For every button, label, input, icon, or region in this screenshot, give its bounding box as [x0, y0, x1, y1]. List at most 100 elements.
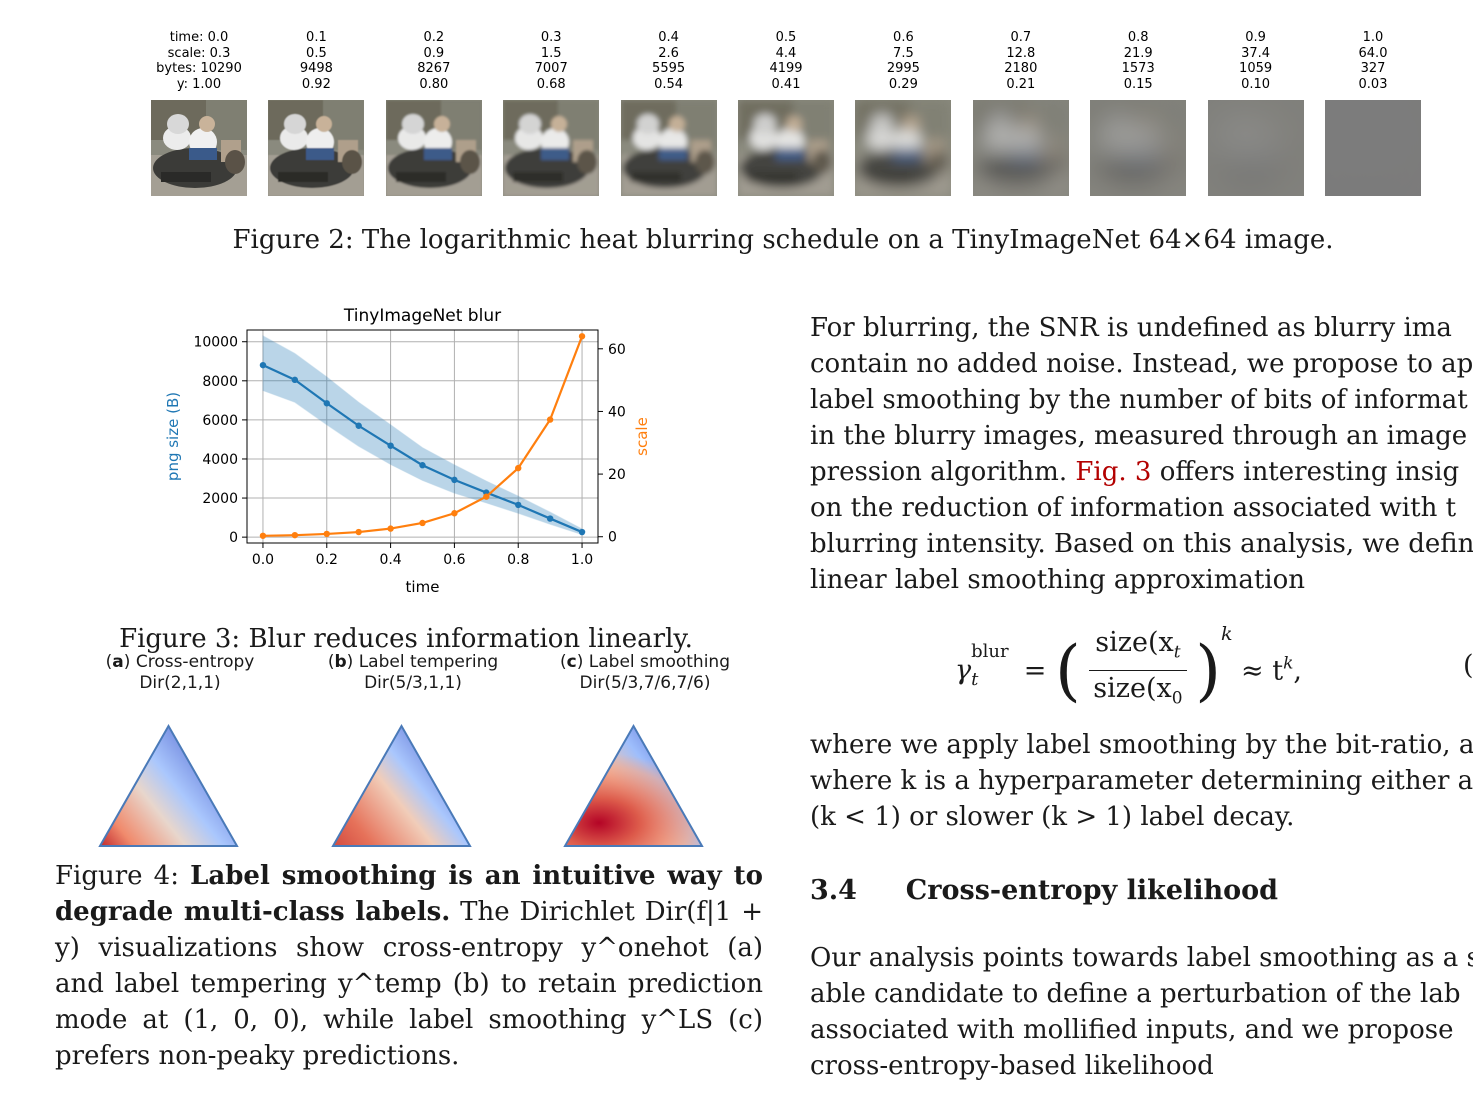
series-1-point — [387, 525, 394, 532]
section-heading: 3.4 Cross-entropy likelihood — [810, 875, 1278, 906]
blurred-image — [855, 100, 952, 196]
dirichlet-panel-a: (a) Cross-entropy Dir(2,1,1) — [65, 652, 295, 848]
frame-time-label: 0.5 — [775, 30, 797, 45]
frame-y-label: 0.92 — [301, 76, 331, 92]
frame-scale-label: 64.0 — [1358, 45, 1388, 61]
blurred-image — [268, 100, 365, 196]
frame-y-label: 0.03 — [1358, 76, 1388, 92]
text-line: linear label smoothing approximation — [810, 565, 1306, 595]
body-paragraph-cross-entropy: Our analysis points towards label smooth… — [810, 940, 1473, 1084]
equation-number: ( — [1463, 650, 1473, 681]
x-tick-label: 0.8 — [507, 552, 529, 568]
frame-scale-label: 0.9 — [423, 45, 445, 61]
y-tick-label: 0 — [229, 530, 238, 546]
frame-scale-label: 12.8 — [1006, 45, 1036, 61]
text-line: label smoothing by the number of bits of… — [810, 385, 1468, 415]
panel-dirichlet-params: Dir(2,1,1) — [139, 673, 221, 693]
figure-4-caption-bold: Label smoothing is an intuitive way to d… — [55, 861, 763, 927]
frame-y-label: 0.80 — [419, 76, 449, 92]
figure-4-caption: Figure 4: Label smoothing is an intuitiv… — [55, 858, 763, 1074]
y-tick-label: 8000 — [202, 374, 238, 390]
y2-tick-label: 0 — [608, 530, 617, 546]
frame-scale-label: 7.5 — [893, 45, 914, 61]
series-1-point — [515, 464, 522, 472]
frame-time-label: 0.4 — [658, 30, 679, 45]
frame-bytes-label: 9498 — [299, 61, 333, 76]
text-line: on the reduction of information associat… — [810, 493, 1457, 523]
dirichlet-density-triangle — [98, 723, 239, 847]
frame-time-label: time: 0.0 — [169, 30, 229, 45]
y2-tick-label: 60 — [608, 342, 626, 358]
frame-scale-label: 1.5 — [540, 45, 562, 61]
frame-bytes-label: bytes: 10290 — [156, 61, 242, 76]
blurred-image — [385, 100, 482, 196]
text-line: (k < 1) or slower (k > 1) label decay. — [810, 802, 1295, 832]
blur-frame-8: 0.8 21.9 1573 0.15 — [1079, 30, 1197, 196]
x-tick-label: 1.0 — [571, 552, 593, 568]
x-axis-label: time — [406, 578, 440, 596]
panel-title: (c) Label smoothing — [560, 652, 730, 672]
series-0-point — [515, 501, 522, 509]
x-tick-label: 0.6 — [443, 552, 465, 568]
blurred-image — [503, 100, 600, 196]
frame-y-label: 0.15 — [1123, 76, 1153, 92]
series-0-point — [578, 528, 586, 536]
text-line: able candidate to define a perturbation … — [810, 979, 1461, 1009]
text-line: For blurring, the SNR is undefined as bl… — [810, 313, 1452, 343]
series-0-point — [387, 442, 394, 449]
panel-title: (b) Label tempering — [327, 652, 499, 672]
series-1-point — [323, 530, 330, 538]
frame-y-label: 0.54 — [654, 76, 684, 92]
frame-time-label: 0.1 — [306, 30, 327, 45]
body-paragraph-bit-ratio: where we apply label smoothing by the bi… — [810, 727, 1473, 835]
frame-time-label: 0.7 — [1010, 30, 1032, 45]
frame-bytes-label: 327 — [1360, 61, 1386, 76]
series-1-point — [419, 519, 426, 527]
blurred-image — [738, 100, 834, 196]
figure-3-chart: 0.0 0.2 0.4 0.6 0.8 1.0 0 2000 4000 6000 8000 10000… — [164, 306, 651, 596]
frame-scale-label: 21.9 — [1123, 45, 1153, 61]
figure-4-dirichlet-panels: (a) Cross-entropy Dir(2,1,1) (b) Label tem… — [55, 652, 765, 847]
frame-y-label: y: 1.00 — [176, 76, 222, 92]
frame-bytes-label: 8267 — [417, 61, 451, 76]
panel-dirichlet-params: Dir(5/3,7/6,7/6) — [579, 673, 711, 693]
text-line: Our analysis points towards label smooth… — [810, 943, 1473, 973]
x-tick-label: 0.2 — [316, 552, 338, 568]
series-0-point — [323, 400, 330, 407]
text-line: contain no added noise. Instead, we prop… — [810, 349, 1473, 379]
figure-3-link[interactable]: Fig. 3 — [1075, 457, 1152, 487]
frame-bytes-label: 1573 — [1121, 61, 1155, 76]
blur-frame-10: 1.0 64.0 327 0.03 — [1314, 30, 1432, 196]
section-title: Cross-entropy likelihood — [905, 875, 1279, 906]
y-tick-label: 6000 — [202, 413, 238, 429]
blurred-image — [620, 100, 717, 196]
dirichlet-panel-b: (b) Label tempering Dir(5/3,1,1) — [298, 652, 528, 848]
blur-frame-5: 0.5 4.4 4199 0.41 — [727, 30, 845, 196]
frame-bytes-label: 1059 — [1239, 61, 1273, 76]
panel-dirichlet-params: Dir(5/3,1,1) — [364, 673, 462, 693]
frame-y-label: 0.10 — [1241, 76, 1271, 92]
blurred-image — [1207, 100, 1304, 196]
y2-tick-label: 20 — [608, 467, 626, 483]
x-tick-label: 0.4 — [379, 552, 401, 568]
blur-frame-0: time: 0.0 scale: 0.3 bytes: 10290 y: 1.00 — [140, 30, 258, 196]
blur-frame-1: 0.1 0.5 9498 0.92 — [257, 30, 375, 196]
figure-3-caption: Figure 3: Blur reduces information linea… — [119, 624, 693, 654]
x-tick-label: 0.0 — [252, 552, 274, 568]
frame-scale-label: 0.5 — [306, 45, 327, 61]
body-paragraph-blurring: For blurring, the SNR is undefined as bl… — [810, 310, 1473, 598]
blur-frame-2: 0.2 0.9 8267 0.80 — [375, 30, 493, 196]
blurred-image — [151, 100, 247, 196]
series-1-point — [483, 493, 490, 500]
panel-title: (a) Cross-entropy — [105, 652, 255, 672]
series-0-point — [546, 515, 554, 522]
blur-frame-3: 0.3 1.5 7007 0.68 — [492, 30, 610, 196]
series-1-point — [451, 510, 458, 517]
section-number: 3.4 — [810, 875, 857, 906]
series-1-point — [355, 528, 362, 536]
series-1-point — [259, 532, 267, 539]
dirichlet-panel-c: (c) Label smoothing Dir(5/3,7/6,7/6) — [530, 652, 760, 848]
frame-bytes-label: 5595 — [652, 61, 686, 76]
frame-time-label: 0.9 — [1245, 30, 1266, 45]
frame-bytes-label: 2995 — [886, 61, 920, 76]
